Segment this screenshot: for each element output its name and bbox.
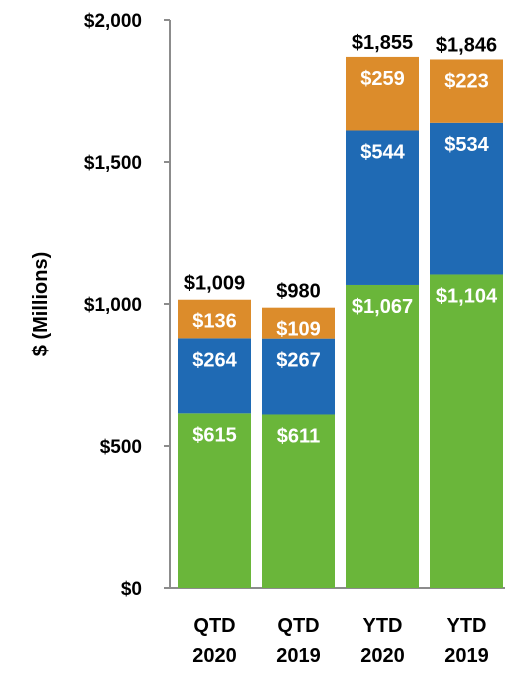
segment-value-label: $615 bbox=[192, 424, 237, 446]
bar-total-label: $980 bbox=[276, 281, 321, 303]
x-category-label: 2020 bbox=[192, 645, 237, 667]
segment-value-label: $534 bbox=[444, 134, 489, 156]
bar-segment bbox=[262, 414, 335, 588]
y-tick-label: $2,000 bbox=[84, 11, 142, 32]
x-category-label: 2019 bbox=[276, 645, 321, 667]
bar-segment bbox=[262, 307, 335, 339]
x-category-label: YTD bbox=[363, 615, 403, 637]
bar-segment bbox=[430, 274, 503, 588]
segment-value-label: $611 bbox=[277, 425, 320, 447]
segment-value-label: $544 bbox=[360, 141, 405, 163]
y-axis-title: $ (Millions) bbox=[30, 252, 52, 356]
segment-value-label: $267 bbox=[276, 350, 321, 372]
x-category-label: QTD bbox=[277, 615, 319, 637]
x-category-label: QTD bbox=[193, 615, 235, 637]
labels: $615 $264 $136 $1,009 QTD 2020 $611 $267 $109 $98… bbox=[184, 32, 498, 667]
bar-total-label: $1,009 bbox=[184, 272, 245, 294]
bar-segment bbox=[346, 284, 419, 588]
segment-value-label: $1,067 bbox=[352, 296, 413, 318]
bar-segment bbox=[262, 338, 335, 415]
bars bbox=[178, 56, 503, 588]
bar-segment bbox=[346, 130, 419, 285]
segment-value-label: $109 bbox=[276, 319, 321, 341]
bar-segment bbox=[430, 59, 503, 123]
segment-value-label: $259 bbox=[360, 68, 405, 90]
bar-segment bbox=[346, 56, 419, 131]
segment-value-label: $136 bbox=[192, 311, 237, 333]
bar-total-label: $1,855 bbox=[352, 32, 413, 54]
x-category-label: YTD bbox=[447, 615, 487, 637]
bar-segment bbox=[178, 413, 251, 588]
y-tick-label: $500 bbox=[100, 437, 142, 458]
y-tick-label: $1,000 bbox=[84, 295, 142, 316]
y-tick-label: $0 bbox=[121, 579, 142, 600]
bar-segment bbox=[178, 338, 251, 414]
segment-value-label: $1,104 bbox=[436, 285, 498, 307]
y-tick-label: $1,500 bbox=[84, 153, 142, 174]
bar-total-label: $1,846 bbox=[436, 35, 497, 57]
x-category-label: 2020 bbox=[360, 645, 405, 667]
segment-value-label: $223 bbox=[444, 70, 489, 92]
axes: $0 $500 $1,000 $1,500 $2,000 $ (Millions) bbox=[30, 11, 505, 600]
bar-segment bbox=[430, 122, 503, 275]
x-category-label: 2019 bbox=[444, 645, 489, 667]
segment-value-label: $264 bbox=[192, 349, 237, 371]
bar-segment bbox=[178, 299, 251, 339]
